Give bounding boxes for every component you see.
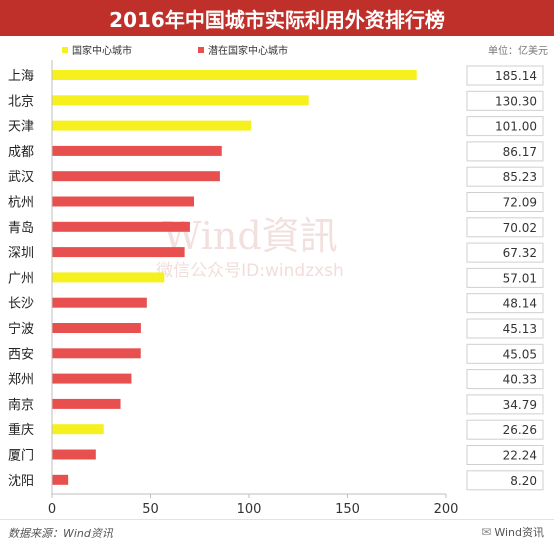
category-label: 深圳 [8,246,34,261]
category-label: 沈阳 [8,474,34,489]
value-box [466,318,544,339]
brand-mark: ✉ Wind资讯 [481,524,544,540]
value-label: 70.02 [503,221,537,235]
value-box [466,141,544,162]
bar [52,171,220,182]
category-label: 青岛 [8,220,34,236]
value-label: 8.20 [510,474,537,488]
value-box [466,419,544,440]
brand-label: Wind资讯 [494,526,544,539]
footer: 数据来源：Wind资讯 ✉ Wind资讯 [0,519,554,546]
watermark-subtext: 微信公众号ID:windzxsh [156,261,344,281]
x-tick-label: 100 [237,502,262,517]
bar [52,323,141,333]
value-label: 130.30 [495,94,537,108]
category-label: 厦门 [8,449,34,464]
value-label: 26.26 [503,423,537,437]
bar [52,196,195,207]
value-box [466,90,544,111]
chart-title: 2016年中国城市实际利用外资排行榜 [0,0,554,36]
watermark-text: Wind資訊 [162,214,337,258]
bar [52,297,147,308]
x-tick-label: 50 [142,502,159,517]
value-label: 22.24 [503,449,537,463]
source-note: 数据来源：Wind资讯 [8,527,113,540]
value-box [466,369,544,390]
bar [52,272,165,283]
category-label: 长沙 [8,297,34,312]
value-label: 34.79 [503,398,537,412]
value-box [466,65,544,86]
legend-label-potential: 潜在国家中心城市 [208,44,288,57]
value-label: 57.01 [503,271,537,285]
legend-swatch-potential [198,47,204,53]
category-label: 郑州 [8,373,34,388]
category-label: 上海 [8,69,34,84]
legend-label-national: 国家中心城市 [72,44,132,57]
value-box [466,470,544,491]
value-box [466,217,544,238]
value-label: 185.14 [495,69,537,83]
bar [52,221,190,232]
category-label: 重庆 [8,422,34,438]
value-label: 48.14 [503,297,537,311]
bar [52,70,417,80]
value-box [466,293,544,314]
category-label: 武汉 [8,170,34,185]
bar [52,120,251,131]
value-box [466,116,544,137]
value-box [466,445,544,465]
value-label: 67.32 [503,246,537,260]
bar [52,449,96,460]
category-label: 天津 [8,120,34,135]
value-label: 45.05 [503,347,537,361]
x-tick-label: 0 [48,502,56,517]
value-box [466,267,544,288]
x-tick-label: 150 [335,502,360,517]
wechat-icon: ✉ [481,525,492,539]
value-label: 101.00 [495,120,537,134]
value-box [466,343,544,364]
value-label: 86.17 [503,145,537,159]
bar [52,247,185,258]
legend-swatch-national [62,47,68,53]
value-label: 72.09 [503,196,537,210]
bar [52,424,104,435]
value-box [466,166,544,187]
bar [52,145,222,156]
category-label: 广州 [8,271,34,286]
value-label: 85.23 [503,170,537,184]
bar [52,348,141,359]
value-box [466,242,544,263]
value-box [466,394,544,415]
value-box [466,192,544,212]
category-label: 杭州 [8,196,34,211]
category-label: 西安 [8,347,34,362]
unit-label: 单位：亿美元 [488,44,548,57]
value-label: 45.13 [503,322,537,336]
value-label: 40.33 [503,373,537,387]
category-label: 南京 [8,397,34,413]
x-tick-label: 200 [434,502,459,517]
category-label: 北京 [8,94,34,109]
bar [52,398,121,409]
bar [52,474,69,485]
category-label: 成都 [8,145,34,160]
bar [52,373,132,384]
bar [52,95,309,106]
category-label: 宁波 [8,321,34,337]
